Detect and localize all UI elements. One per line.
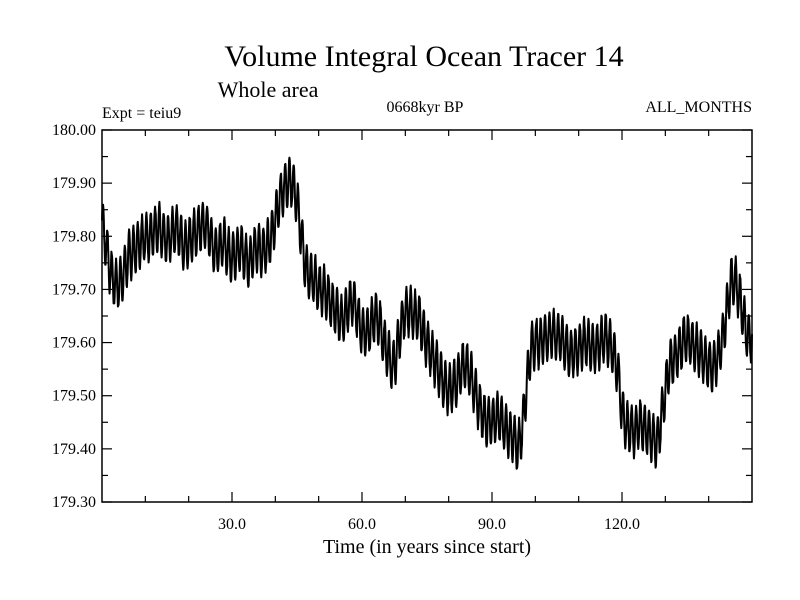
x-tick-label: 30.0 <box>218 516 246 533</box>
y-tick-label: 179.50 <box>52 388 96 405</box>
chart-subtitle: Whole area <box>218 77 319 102</box>
y-tick-labels: 179.30 179.40 179.50 179.60 179.70 179.80 179.… <box>52 122 96 511</box>
y-tick-label: 179.60 <box>52 335 96 352</box>
period-label: 0668kyr BP <box>387 99 464 116</box>
y-tick-label: 179.90 <box>52 175 96 192</box>
axis-ticks <box>102 129 752 503</box>
y-tick-label: 180.00 <box>52 122 96 139</box>
x-tick-label: 60.0 <box>348 516 376 533</box>
experiment-label: Expt = teiu9 <box>102 105 181 122</box>
y-tick-label: 179.30 <box>52 494 96 511</box>
series-line <box>101 156 753 470</box>
y-tick-label: 179.40 <box>52 441 96 458</box>
y-tick-label: 179.80 <box>52 228 96 245</box>
x-tick-label: 120.0 <box>604 516 640 533</box>
y-tick-label: 179.70 <box>52 281 96 298</box>
x-tick-labels: 30.0 60.0 90.0 120.0 <box>218 516 640 533</box>
x-axis-label: Time (in years since start) <box>323 536 531 558</box>
months-label: ALL_MONTHS <box>645 99 752 116</box>
x-tick-label: 90.0 <box>478 516 506 533</box>
chart-title: Volume Integral Ocean Tracer 14 <box>224 40 623 73</box>
